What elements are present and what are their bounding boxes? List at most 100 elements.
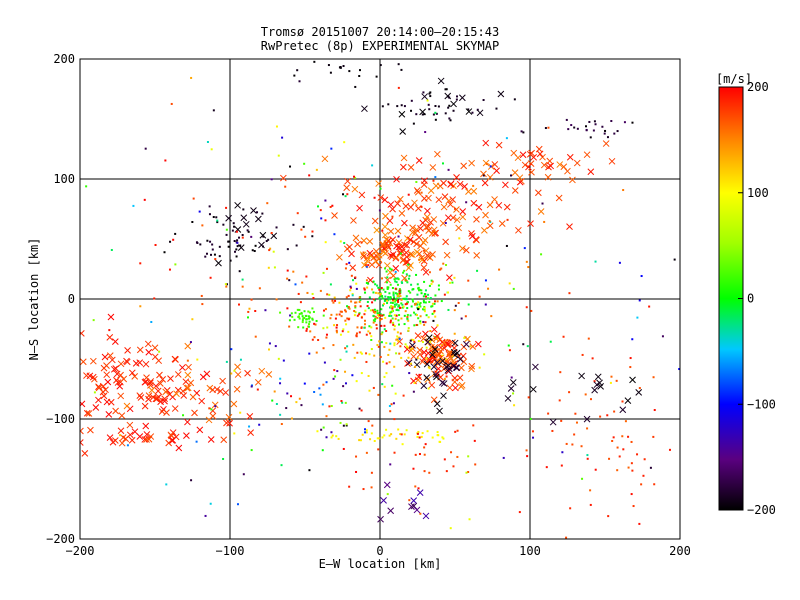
x-tick-label: −200: [66, 544, 95, 558]
data-point: [447, 106, 450, 109]
data-point: [300, 404, 303, 407]
data-point-x: [619, 406, 627, 414]
data-point-x: [106, 352, 114, 359]
data-point: [322, 314, 325, 317]
data-point-x: [100, 392, 108, 400]
data-point: [333, 233, 336, 236]
data-point: [586, 457, 589, 460]
data-point-x: [128, 436, 136, 444]
data-point: [311, 307, 314, 310]
data-point: [308, 316, 311, 319]
data-point: [388, 267, 391, 270]
data-point: [174, 263, 177, 266]
data-point-x: [162, 388, 170, 396]
data-point: [174, 232, 177, 235]
data-point-x: [415, 205, 422, 212]
y-tick-label: −200: [46, 532, 75, 546]
data-point: [489, 165, 492, 168]
data-point-x: [187, 379, 195, 387]
data-point: [406, 281, 409, 284]
data-point-x: [447, 201, 454, 208]
data-point: [238, 303, 241, 306]
data-point: [385, 362, 388, 365]
colorbar-tick-label: −200: [747, 503, 776, 517]
data-point: [294, 283, 297, 286]
data-point: [359, 299, 362, 302]
data-point: [365, 333, 368, 336]
data-point: [472, 184, 475, 187]
data-point: [411, 298, 414, 301]
data-point: [434, 111, 437, 114]
data-point: [302, 326, 305, 329]
data-point-x: [250, 207, 257, 214]
data-point: [391, 309, 394, 312]
data-point: [346, 345, 349, 348]
data-point: [383, 324, 386, 327]
data-point-x: [486, 173, 494, 181]
data-point-x: [532, 363, 539, 371]
data-point: [394, 280, 397, 283]
data-point-x: [280, 174, 287, 182]
data-point: [338, 313, 341, 316]
data-point-x: [225, 413, 233, 421]
data-point: [409, 314, 412, 317]
data-point-x: [453, 206, 460, 213]
data-point: [165, 483, 168, 486]
data-point: [322, 383, 325, 386]
data-point: [636, 453, 639, 456]
data-point: [428, 108, 431, 111]
data-point-x: [410, 502, 418, 510]
data-point-x: [421, 177, 428, 185]
data-point: [453, 309, 456, 312]
data-point: [627, 435, 630, 438]
data-point: [236, 241, 239, 244]
data-point-x: [474, 340, 482, 348]
chart-title: Tromsø 20151007 20:14:00–20:15:43: [261, 25, 499, 39]
data-point-x: [172, 356, 179, 363]
data-point: [440, 354, 443, 357]
data-point: [247, 230, 250, 233]
data-point: [352, 279, 355, 282]
data-point: [363, 288, 366, 291]
data-point: [337, 437, 340, 440]
data-point: [418, 453, 421, 456]
data-point: [434, 315, 437, 318]
data-point: [471, 111, 474, 114]
data-point: [377, 448, 380, 451]
data-point-x: [189, 393, 197, 401]
data-point: [313, 336, 316, 339]
data-point: [319, 209, 322, 212]
data-point-x: [155, 357, 163, 365]
data-point: [581, 353, 584, 356]
data-point: [392, 402, 395, 405]
data-point: [335, 331, 338, 334]
x-tick-label: 200: [669, 544, 691, 558]
data-point: [317, 339, 320, 342]
data-point: [372, 321, 375, 324]
data-point: [409, 291, 412, 294]
data-point-x: [368, 261, 376, 269]
data-point-x: [433, 400, 441, 408]
data-point-x: [386, 217, 394, 225]
data-point: [376, 284, 379, 287]
data-point: [391, 215, 394, 218]
data-point: [393, 296, 396, 299]
data-point: [370, 348, 373, 351]
data-point-x: [443, 251, 451, 259]
data-point: [449, 281, 452, 284]
data-point-x: [408, 503, 415, 510]
data-point: [610, 120, 613, 123]
data-point: [442, 437, 445, 440]
data-point-x: [459, 208, 467, 215]
data-point: [387, 353, 390, 356]
data-point: [321, 449, 324, 452]
data-point: [390, 306, 393, 309]
data-point: [317, 205, 320, 208]
data-point-x: [415, 373, 423, 381]
data-point: [369, 332, 372, 335]
data-point: [631, 338, 634, 341]
data-point: [388, 314, 391, 317]
data-point: [424, 443, 427, 446]
data-point-x: [482, 139, 490, 147]
data-point-x: [381, 196, 389, 204]
